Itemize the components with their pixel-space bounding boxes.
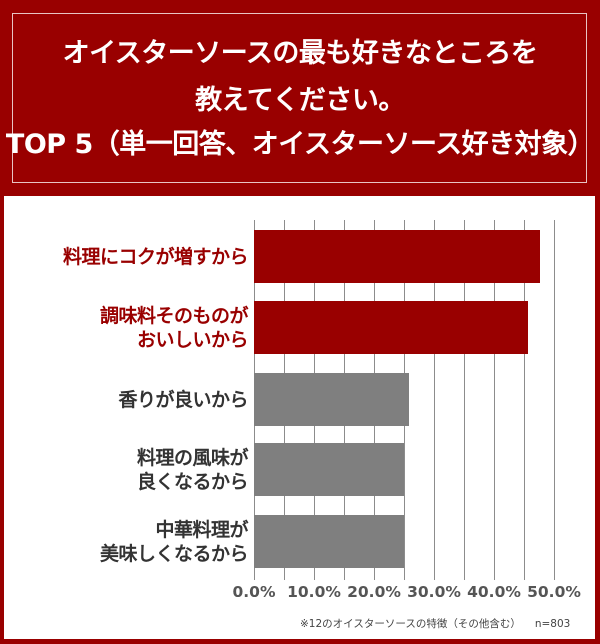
x-tick-label: 10.0% xyxy=(287,583,341,601)
category-label: 料理の風味が 良くなるから xyxy=(136,446,249,493)
chart-title-line-3: TOP 5（単一回答、オイスターソース好き対象） xyxy=(5,129,595,160)
tick-mark xyxy=(494,575,495,580)
tick-mark xyxy=(404,575,405,580)
x-tick-label: 0.0% xyxy=(232,583,276,601)
tick-mark xyxy=(314,575,315,580)
chart-title-line-1: オイスターソースの最も好きなところを xyxy=(62,38,538,69)
gridline xyxy=(464,220,465,575)
tick-mark xyxy=(524,575,525,580)
category-label: 料理にコクが増すから xyxy=(62,245,249,268)
gridline xyxy=(524,220,525,575)
tick-mark xyxy=(344,575,345,580)
bar xyxy=(254,230,541,283)
gridline xyxy=(494,220,495,575)
gridline xyxy=(554,220,555,575)
footnote: ※12のオイスターソースの特徴（その他含む） n=803 xyxy=(300,617,590,631)
tick-mark xyxy=(254,575,255,580)
bar xyxy=(254,301,528,354)
category-label: 香りが良いから xyxy=(118,388,248,411)
tick-mark xyxy=(284,575,285,580)
bar xyxy=(254,443,404,496)
bar xyxy=(254,515,404,568)
tick-mark xyxy=(464,575,465,580)
title-banner: オイスターソースの最も好きなところを 教えてください。 TOP 5（単一回答、オ… xyxy=(0,0,600,196)
category-label: 調味料そのものが おいしいから xyxy=(99,304,249,351)
footnote-note: ※12のオイスターソースの特徴（その他含む） xyxy=(300,618,521,630)
tick-mark xyxy=(374,575,375,580)
title-banner-inner-border xyxy=(12,13,587,183)
sample-size: n=803 xyxy=(534,618,571,630)
tick-mark xyxy=(434,575,435,580)
tick-mark xyxy=(554,575,555,580)
chart-title-line-2: 教えてください。 xyxy=(195,85,405,116)
gridline xyxy=(434,220,435,575)
x-tick-label: 20.0% xyxy=(347,583,401,601)
x-tick-label: 50.0% xyxy=(527,583,581,601)
category-label: 中華料理が 美味しくなるから xyxy=(99,518,249,565)
x-tick-label: 40.0% xyxy=(467,583,521,601)
bar xyxy=(254,373,410,426)
x-tick-label: 30.0% xyxy=(407,583,461,601)
